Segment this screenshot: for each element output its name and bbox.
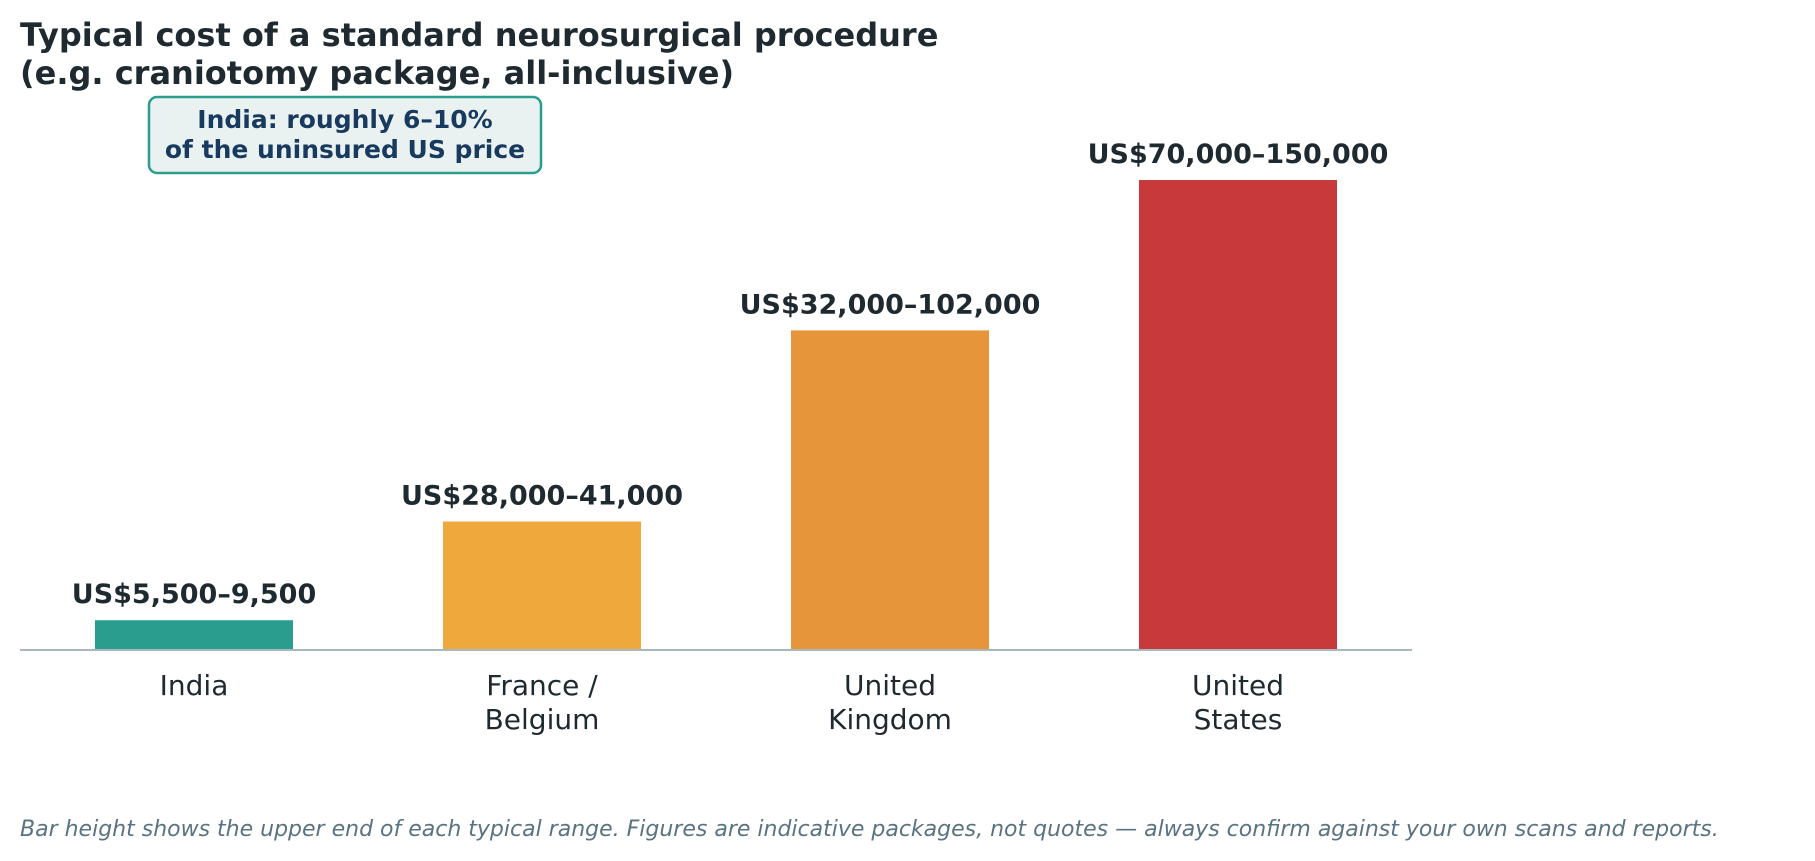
footnote: Bar height shows the upper end of each t… xyxy=(20,817,1719,842)
value-labels: US$5,500–9,500 US$28,000–41,000 US$32,000–… xyxy=(72,139,1389,610)
x-tick-label-1-line-1: France / xyxy=(486,669,598,702)
annotation-line-2: of the uninsured US price xyxy=(165,135,525,164)
x-tick-label-3-line-2: States xyxy=(1194,703,1283,736)
x-tick-label-3-line-1: United xyxy=(1192,669,1284,702)
value-label-0: US$5,500–9,500 xyxy=(72,579,316,610)
chart-title-line-2: (e.g. craniotomy package, all-inclusive) xyxy=(20,54,734,92)
value-label-3: US$70,000–150,000 xyxy=(1088,139,1389,170)
bar-1 xyxy=(443,521,641,650)
value-label-2: US$32,000–102,000 xyxy=(740,289,1041,320)
value-label-1: US$28,000–41,000 xyxy=(401,481,683,512)
annotation-box xyxy=(147,95,543,175)
annotation-callout: India: roughly 6–10%of the uninsured US … xyxy=(147,95,543,175)
bar-0 xyxy=(95,620,293,650)
bar-3 xyxy=(1139,180,1337,650)
chart-title: Typical cost of a standard neurosurgical… xyxy=(20,16,938,92)
annotation-line-1: India: roughly 6–10% xyxy=(197,105,492,134)
x-tick-label-2-line-1: United xyxy=(844,669,936,702)
bar-2 xyxy=(791,330,989,650)
x-tick-labels: India France /BelgiumUnitedKingdomUnitedS… xyxy=(160,669,1284,736)
bars xyxy=(95,180,1337,650)
x-tick-label-2-line-2: Kingdom xyxy=(828,703,952,736)
x-tick-label-1-line-2: Belgium xyxy=(485,703,600,736)
x-tick-label-0-line-1: India xyxy=(160,669,229,702)
chart-title-line-1: Typical cost of a standard neurosurgical… xyxy=(20,16,938,54)
